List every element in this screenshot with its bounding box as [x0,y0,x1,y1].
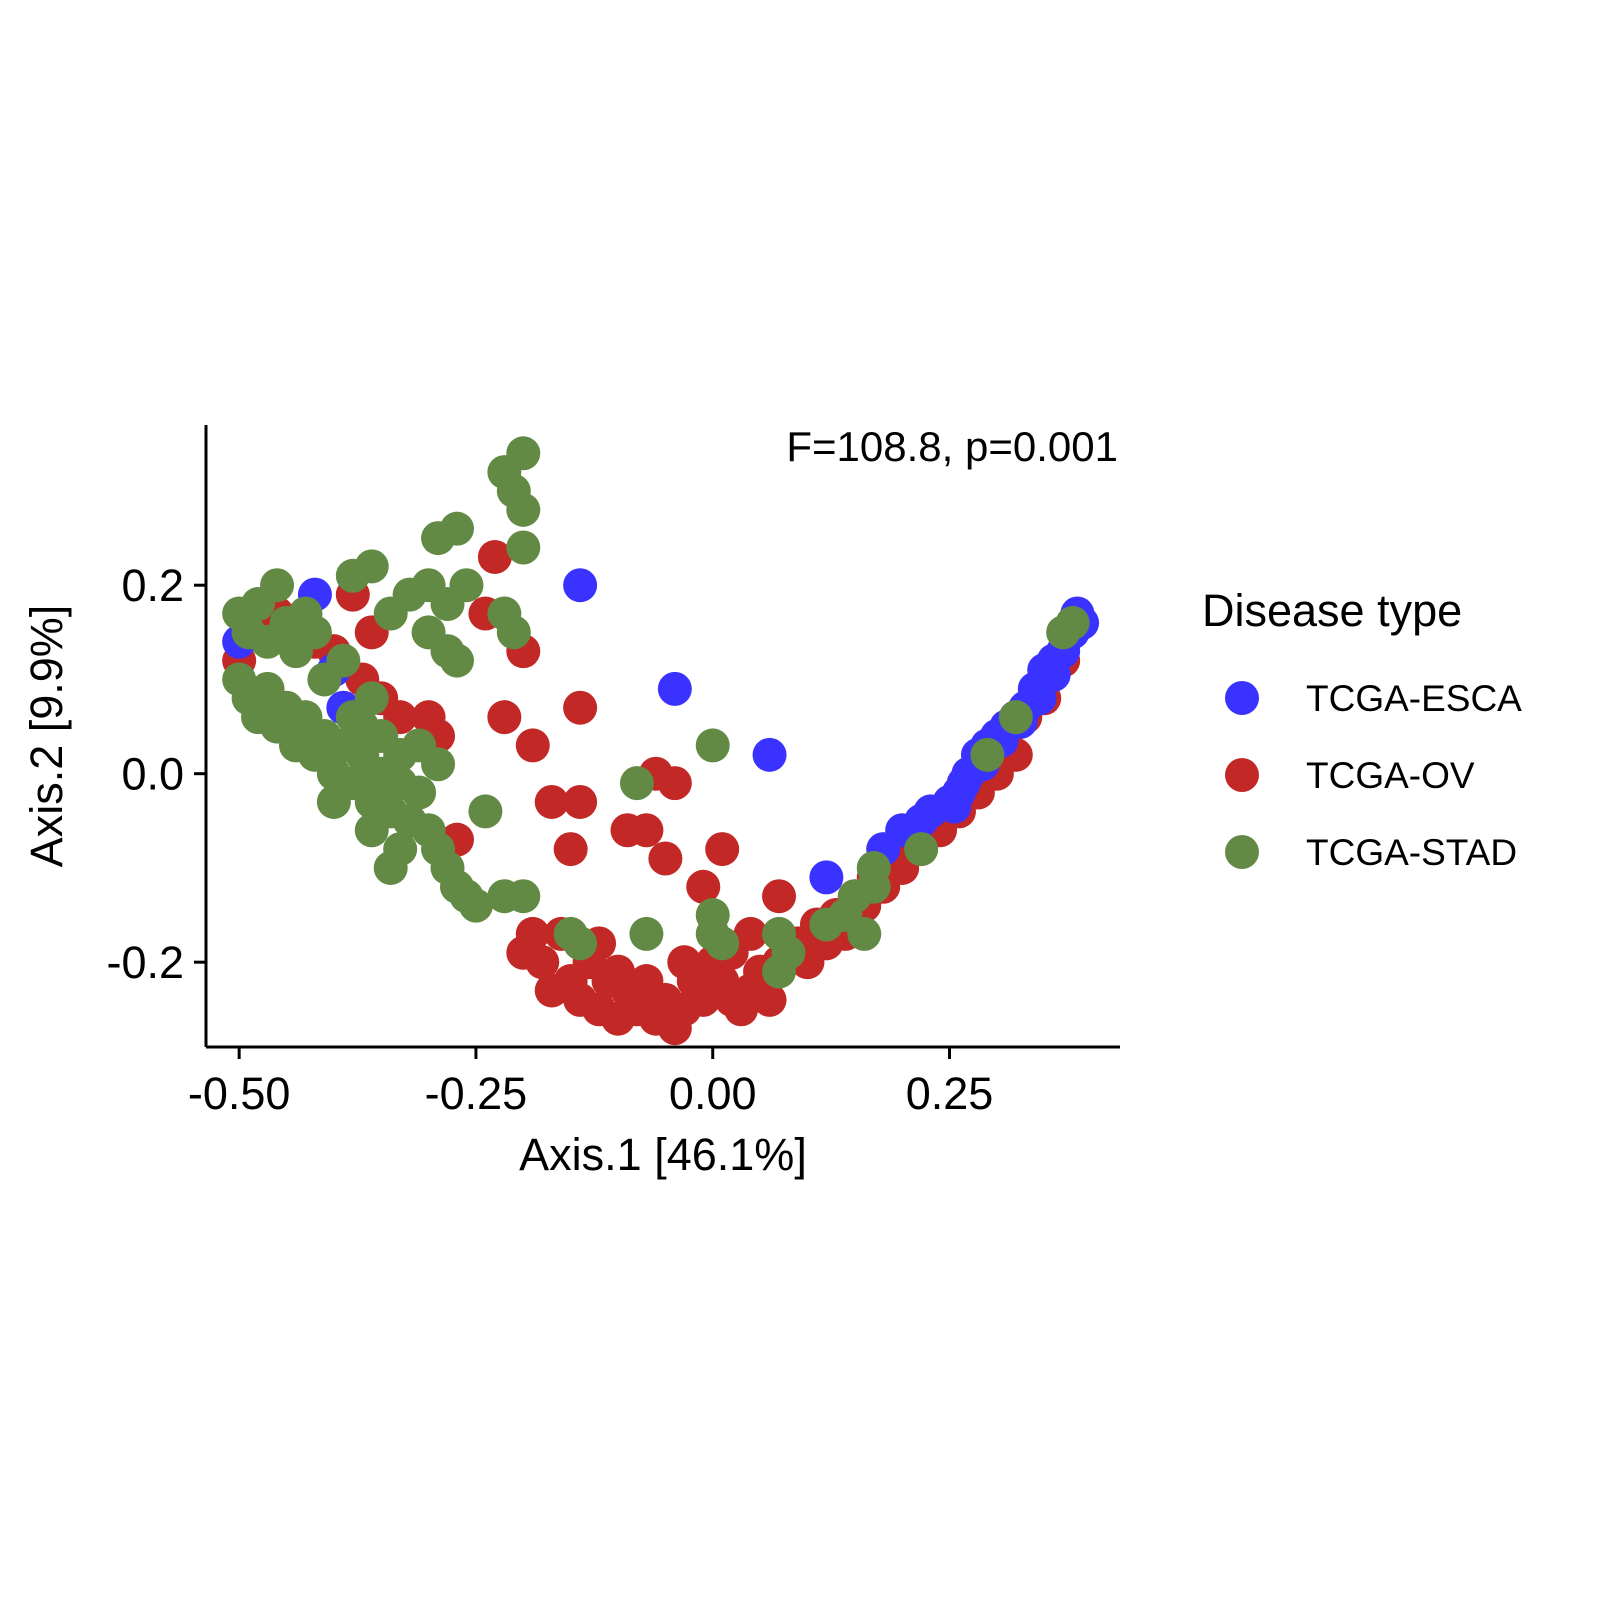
point-tcga-ov [762,879,797,914]
point-tcga-ov [563,690,598,725]
legend: Disease type TCGA-ESCA TCGA-OV TCGA-STAD [1202,585,1522,873]
legend-label-ov: TCGA-OV [1306,755,1475,796]
point-tcga-stad [402,775,437,810]
x-axis-title: Axis.1 [46.1%] [519,1129,807,1180]
point-tcga-stad [619,766,654,801]
point-tcga-stad [354,813,389,848]
point-tcga-ov [477,539,512,574]
point-tcga-stad [1055,605,1090,640]
point-tcga-stad [970,737,1005,772]
point-tcga-ov [525,945,560,980]
y-tick-label: 0.2 [121,560,184,611]
points-layer [222,436,1100,1046]
point-tcga-stad [904,832,939,867]
point-tcga-ov [705,832,740,867]
ticks: -0.50 -0.25 0.00 0.25 -0.2 0.0 0.2 [106,560,993,1119]
point-tcga-stad [449,568,484,603]
point-tcga-stad [629,916,664,951]
point-tcga-ov [487,700,522,735]
point-tcga-ov [601,954,636,989]
x-tick-label: -0.50 [188,1068,291,1119]
point-tcga-ov [752,982,787,1017]
point-tcga-ov [667,945,702,980]
point-tcga-stad [458,888,493,923]
point-tcga-stad [439,643,474,678]
point-tcga-stad [354,681,389,716]
point-tcga-stad [506,492,541,527]
point-tcga-stad [335,558,370,593]
point-tcga-ov [515,916,550,951]
point-tcga-stad [297,615,332,650]
point-tcga-stad [439,511,474,546]
point-tcga-stad [326,643,361,678]
legend-title: Disease type [1202,585,1462,636]
legend-marker-esca [1225,681,1259,715]
point-tcga-stad [468,794,503,829]
point-tcga-ov [733,916,768,951]
point-tcga-ov [657,766,692,801]
point-tcga-stad [695,728,730,763]
x-tick-label: 0.00 [669,1068,757,1119]
axes [204,425,1120,1049]
x-tick-label: 0.25 [906,1068,994,1119]
point-tcga-stad [506,879,541,914]
point-tcga-esca [563,568,598,603]
legend-marker-stad [1225,835,1259,869]
y-tick-label: 0.0 [121,749,184,800]
point-tcga-ov [534,784,569,819]
legend-label-esca: TCGA-ESCA [1306,678,1522,719]
point-tcga-stad [345,709,380,744]
point-tcga-ov [563,784,598,819]
point-tcga-esca [1036,657,1071,692]
point-tcga-stad [383,832,418,867]
point-tcga-stad [364,775,399,810]
point-tcga-esca [752,737,787,772]
point-tcga-stad [771,935,806,970]
point-tcga-stad [373,596,408,631]
y-tick-label: -0.2 [106,937,184,988]
point-tcga-ov [686,869,721,904]
point-tcga-ov [515,728,550,763]
y-axis-title: Axis.2 [9.9%] [21,605,72,868]
point-tcga-stad [856,869,891,904]
point-tcga-stad [705,926,740,961]
point-tcga-esca [809,860,844,895]
stat-annotation: F=108.8, p=0.001 [786,423,1118,470]
point-tcga-stad [421,747,456,782]
point-tcga-stad [847,916,882,951]
point-tcga-esca [657,671,692,706]
point-tcga-ov [553,832,588,867]
legend-label-stad: TCGA-STAD [1306,832,1517,873]
point-tcga-stad [260,568,295,603]
point-tcga-ov [629,813,664,848]
point-tcga-ov [648,841,683,876]
point-tcga-stad [506,530,541,565]
legend-marker-ov [1225,758,1259,792]
point-tcga-stad [496,615,531,650]
point-tcga-stad [998,700,1033,735]
x-tick-label: -0.25 [425,1068,528,1119]
point-tcga-stad [316,784,351,819]
point-tcga-stad [563,926,598,961]
